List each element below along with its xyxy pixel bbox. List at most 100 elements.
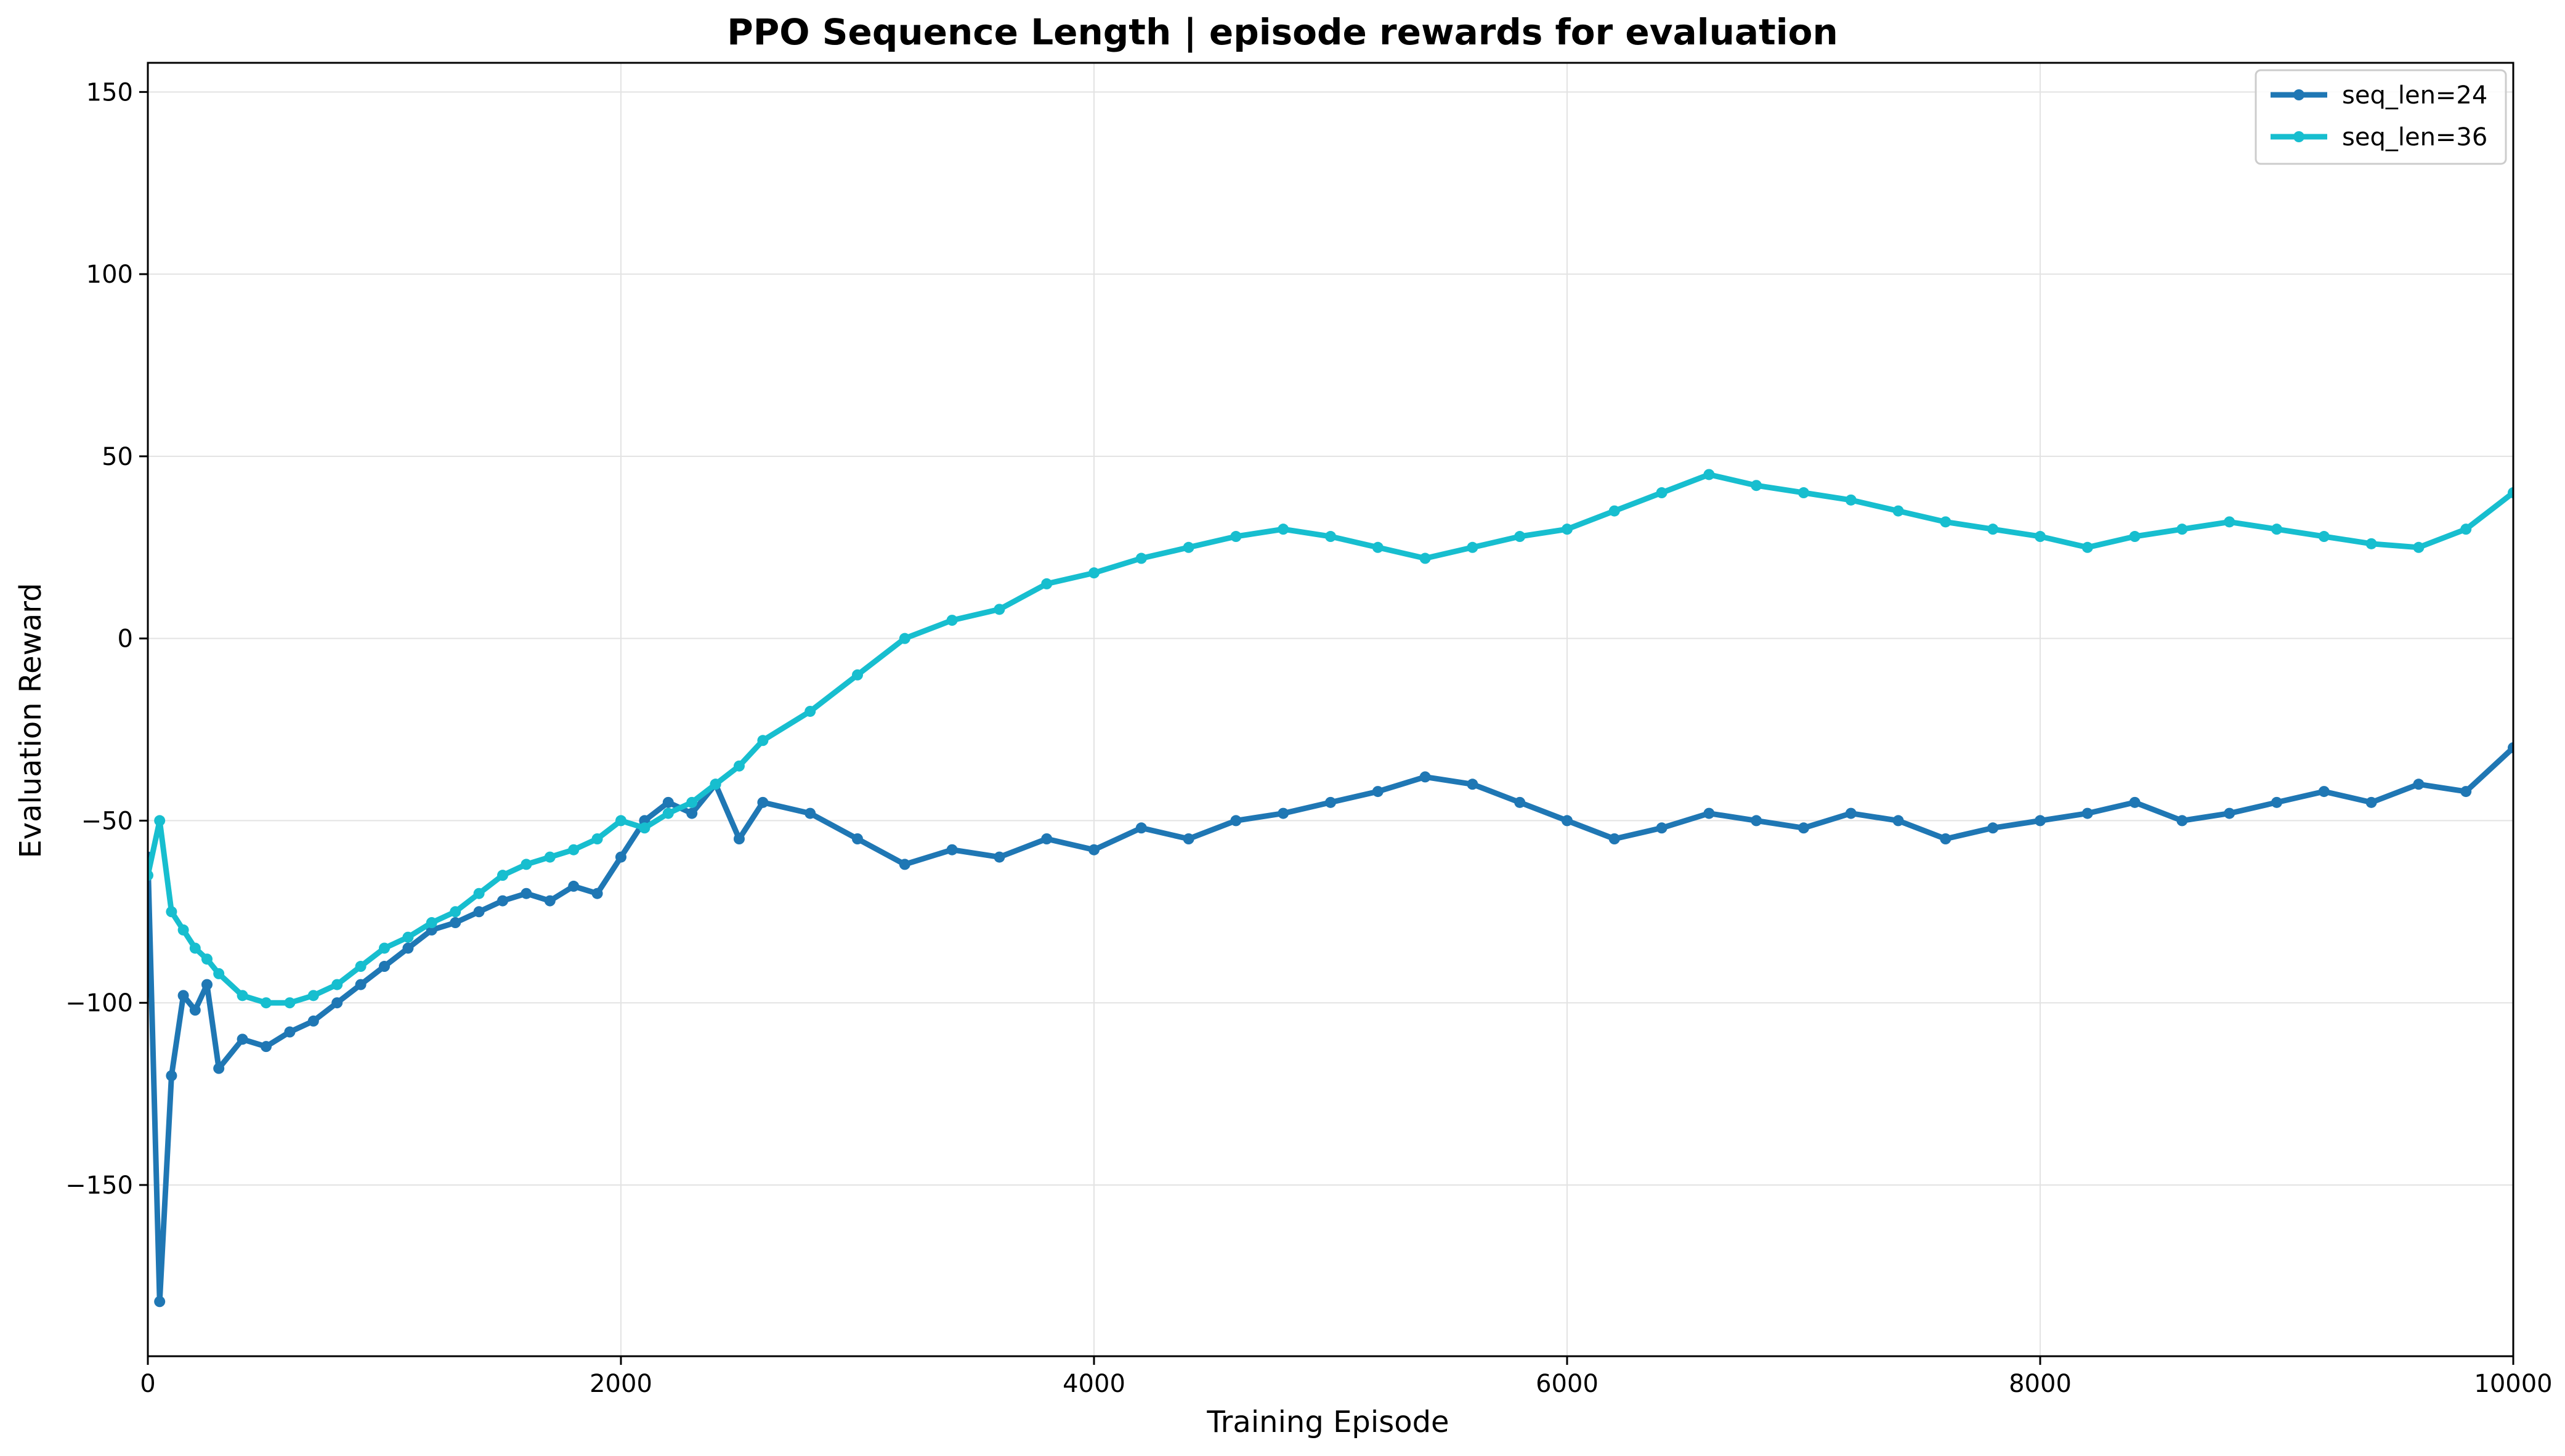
legend-item: seq_len=36 [2271, 123, 2487, 152]
data-point [2413, 779, 2425, 790]
data-point [1183, 541, 1194, 553]
data-point [591, 888, 603, 899]
data-point [521, 888, 532, 899]
data-point [1608, 505, 1620, 517]
data-point [355, 979, 367, 990]
data-point [804, 807, 816, 819]
data-point [2176, 815, 2188, 827]
data-point [450, 906, 461, 918]
data-point [1372, 541, 1384, 553]
data-point [2271, 796, 2282, 808]
data-point [331, 979, 343, 990]
y-tick-label: 50 [102, 443, 133, 471]
data-point [568, 844, 580, 855]
series-seq-len-36 [148, 469, 2513, 1009]
axis-ticks: 0 2000 4000 6000 8000 10000 −150 −100 −50 0 50 100 1… [65, 78, 2553, 1398]
data-point [804, 705, 816, 717]
data-point [686, 796, 698, 808]
y-axis-label: Evaluation Reward [14, 583, 48, 858]
data-point [261, 1041, 272, 1053]
data-point [2035, 531, 2046, 543]
x-tick-label: 0 [140, 1370, 155, 1398]
data-point [734, 833, 745, 844]
data-point [1041, 578, 1053, 589]
chart-title: PPO Sequence Length | episode rewards fo… [727, 11, 1838, 53]
data-point [2224, 516, 2235, 528]
data-point [1467, 779, 1478, 790]
data-point [402, 931, 414, 943]
data-point [284, 997, 296, 1009]
data-point [734, 760, 745, 772]
data-point [213, 968, 225, 979]
y-tick-label: 150 [86, 78, 133, 107]
data-point [154, 815, 166, 827]
data-point [1514, 796, 1526, 808]
data-point [591, 833, 603, 844]
legend-label: seq_len=24 [2342, 81, 2487, 110]
y-tick-label: −150 [65, 1171, 133, 1200]
data-point [1325, 796, 1336, 808]
data-point [1088, 844, 1100, 855]
data-point [154, 1296, 166, 1308]
data-point [497, 895, 508, 907]
data-point [899, 859, 910, 870]
legend-item: seq_len=24 [2271, 81, 2487, 110]
data-point [1751, 480, 1762, 491]
data-point [177, 924, 189, 936]
data-point [1845, 494, 1857, 506]
data-point [615, 851, 626, 863]
data-point [379, 942, 390, 954]
data-point [686, 807, 698, 819]
data-point [1940, 516, 1951, 528]
data-point [2224, 807, 2235, 819]
data-point [2365, 538, 2377, 549]
data-point [201, 953, 213, 965]
data-point [1987, 822, 1999, 834]
data-point [852, 833, 863, 844]
data-point [261, 997, 272, 1009]
y-tick-label: −50 [81, 807, 133, 835]
data-point [568, 880, 580, 892]
data-point [544, 851, 556, 863]
data-point [1135, 552, 1147, 564]
data-point [237, 990, 248, 1001]
data-point [473, 888, 485, 899]
data-point [166, 906, 177, 918]
data-point [402, 942, 414, 954]
data-point [639, 822, 650, 834]
data-point [1562, 524, 1573, 535]
x-tick-label: 10000 [2474, 1370, 2552, 1398]
data-point [1372, 786, 1384, 798]
data-point [2176, 524, 2188, 535]
data-point [284, 1026, 296, 1038]
data-point [615, 815, 626, 827]
data-point [307, 990, 319, 1001]
data-point [1325, 531, 1336, 543]
data-point [1278, 524, 1289, 535]
data-point [1419, 552, 1431, 564]
data-point [379, 961, 390, 973]
data-point [331, 997, 343, 1009]
data-point [1845, 807, 1857, 819]
data-point [1656, 487, 1667, 499]
data-point [1230, 531, 1242, 543]
y-tick-label: 0 [118, 625, 133, 653]
data-point [2508, 742, 2513, 754]
data-point [201, 979, 213, 990]
legend-marker [2293, 131, 2304, 142]
data-point [1041, 833, 1053, 844]
data-point [1892, 815, 1904, 827]
data-point [1278, 807, 1289, 819]
data-point [1987, 524, 1999, 535]
x-tick-label: 8000 [2009, 1370, 2072, 1398]
data-point [662, 796, 674, 808]
data-point [2365, 796, 2377, 808]
data-point [2081, 807, 2093, 819]
data-point [946, 844, 958, 855]
data-point [2081, 541, 2093, 553]
legend-label: seq_len=36 [2342, 123, 2487, 152]
data-point [1419, 771, 1431, 783]
data-point [237, 1033, 248, 1045]
data-point [2460, 786, 2472, 798]
